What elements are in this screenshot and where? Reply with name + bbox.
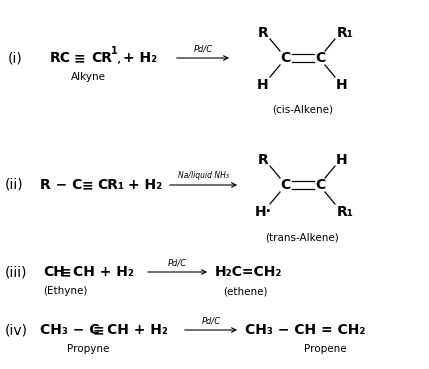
Text: Pd/C: Pd/C — [202, 316, 221, 325]
Text: Propyne: Propyne — [67, 344, 109, 354]
Text: ≡: ≡ — [74, 51, 86, 65]
Text: R₁: R₁ — [337, 26, 353, 40]
Text: C: C — [280, 178, 290, 192]
Text: 1: 1 — [111, 46, 118, 56]
Text: Pd/C: Pd/C — [168, 258, 187, 267]
Text: H: H — [257, 78, 269, 92]
Text: ,: , — [117, 51, 121, 65]
Text: (cis-Alkene): (cis-Alkene) — [272, 105, 333, 115]
Text: (Ethyne): (Ethyne) — [43, 286, 87, 296]
Text: C: C — [315, 178, 325, 192]
Text: ≡: ≡ — [82, 178, 94, 192]
Text: H₂C=CH₂: H₂C=CH₂ — [215, 265, 282, 279]
Text: C: C — [280, 51, 290, 65]
Text: H·: H· — [254, 205, 272, 219]
Text: H: H — [336, 78, 348, 92]
Text: CR₁: CR₁ — [97, 178, 124, 192]
Text: + H₂: + H₂ — [123, 51, 157, 65]
Text: ≡: ≡ — [60, 265, 72, 279]
Text: (iii): (iii) — [5, 265, 27, 279]
Text: (ii): (ii) — [5, 178, 24, 192]
Text: (ethene): (ethene) — [223, 286, 267, 296]
Text: RC: RC — [50, 51, 71, 65]
Text: R: R — [258, 26, 269, 40]
Text: R − C: R − C — [40, 178, 82, 192]
Text: CH + H₂: CH + H₂ — [73, 265, 134, 279]
Text: CH₃ − C: CH₃ − C — [40, 323, 100, 337]
Text: Pd/C: Pd/C — [193, 44, 212, 53]
Text: R₁: R₁ — [337, 205, 353, 219]
Text: CR: CR — [91, 51, 112, 65]
Text: CH + H₂: CH + H₂ — [107, 323, 168, 337]
Text: Alkyne: Alkyne — [70, 72, 106, 82]
Text: C: C — [315, 51, 325, 65]
Text: H: H — [336, 153, 348, 167]
Text: Propene: Propene — [304, 344, 346, 354]
Text: (i): (i) — [8, 51, 23, 65]
Text: + H₂: + H₂ — [128, 178, 162, 192]
Text: Na/liquid NH₃: Na/liquid NH₃ — [178, 171, 229, 180]
Text: R: R — [258, 153, 269, 167]
Text: (iv): (iv) — [5, 323, 28, 337]
Text: (trans-Alkene): (trans-Alkene) — [266, 232, 339, 242]
Text: CH: CH — [43, 265, 65, 279]
Text: ≡: ≡ — [93, 323, 105, 337]
Text: CH₃ − CH = CH₂: CH₃ − CH = CH₂ — [245, 323, 366, 337]
